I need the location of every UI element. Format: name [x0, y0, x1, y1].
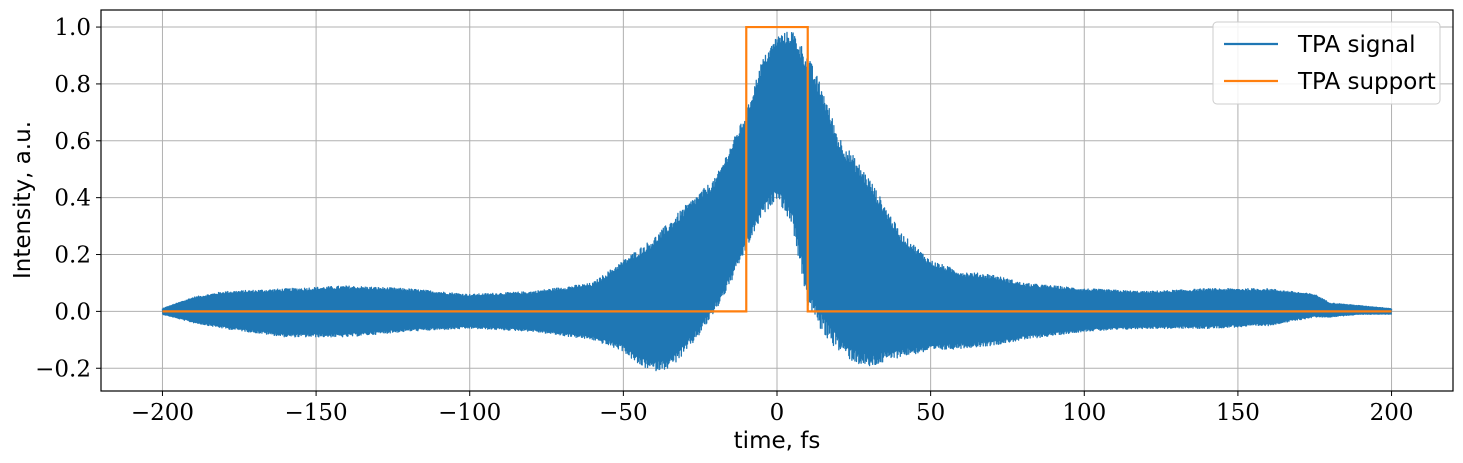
y-tick-label: 0.0	[54, 299, 91, 325]
y-tick-label: 1.0	[54, 15, 91, 41]
x-tick-label: 0	[770, 400, 785, 426]
x-tick-label: 200	[1370, 400, 1414, 426]
x-tick-label: −50	[599, 400, 648, 426]
y-tick-label: 0.2	[54, 243, 91, 269]
x-tick-label: 100	[1062, 400, 1106, 426]
x-tick-label: 50	[916, 400, 945, 426]
ticks: −200 −150 −100 −50 0 50 100 150 200 −0.2 0.0 0.2 0.4…	[35, 15, 1413, 426]
y-tick-label: 0.6	[54, 129, 91, 155]
x-tick-label: −150	[285, 400, 348, 426]
series-line-tpa-signal	[161, 31, 1393, 372]
series-line-tpa-support	[162, 25, 1392, 313]
y-tick-label: −0.2	[35, 356, 91, 382]
y-axis-label: Intensity, a.u.	[10, 121, 36, 279]
x-tick-label: −200	[131, 400, 194, 426]
legend: TPA signal TPA support	[1212, 21, 1441, 105]
legend-label-tpa-support: TPA support	[1297, 69, 1436, 95]
x-tick-label: −100	[438, 400, 501, 426]
x-axis-label: time, fs	[734, 428, 821, 454]
legend-label-tpa-signal: TPA signal	[1297, 32, 1416, 58]
x-tick-label: 150	[1216, 400, 1260, 426]
y-tick-label: 0.4	[54, 186, 91, 212]
series-layer	[161, 25, 1393, 372]
y-tick-label: 0.8	[54, 72, 91, 98]
legend-box	[1212, 21, 1441, 105]
